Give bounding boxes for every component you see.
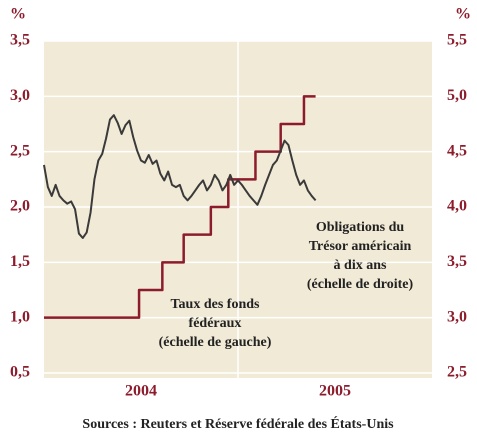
y-axis-unit: % <box>10 6 26 23</box>
y-tick-label: 2,0 <box>10 198 30 215</box>
annotation: Trésor américain <box>309 239 412 254</box>
annotation: à dix ans <box>334 258 387 273</box>
source: Sources : Reuters et Réserve fédérale de… <box>82 415 394 432</box>
y2-tick-label: 4,5 <box>447 142 467 159</box>
x-tick-label: 2004 <box>125 383 157 400</box>
series-line <box>44 95 316 319</box>
y2-tick-label: 5,0 <box>447 87 467 104</box>
y2-tick-label: 3,5 <box>447 253 467 270</box>
y2-tick-label: 5,5 <box>447 32 467 49</box>
y-tick-label: 0,5 <box>10 364 30 381</box>
annotation: Obligations du <box>316 220 405 235</box>
y2-tick-label: 2,5 <box>447 364 467 381</box>
annotation: (échelle de droite) <box>307 277 414 292</box>
series-line <box>43 114 317 239</box>
y-tick-label: 1,5 <box>10 253 30 270</box>
annotation: Taux des fonds <box>171 297 261 312</box>
y-tick-label: 3,5 <box>10 32 30 49</box>
x-tick-label: 2005 <box>319 383 351 400</box>
y2-tick-label: 3,0 <box>447 308 467 325</box>
y2-tick-label: 4,0 <box>447 198 467 215</box>
annotation: (échelle de gauche) <box>159 335 272 350</box>
y-tick-label: 3,0 <box>10 87 30 104</box>
annotation: fédéraux <box>189 316 242 331</box>
y-tick-label: 1,0 <box>10 308 30 325</box>
y-tick-label: 2,5 <box>10 142 30 159</box>
y2-axis-unit: % <box>455 6 471 23</box>
